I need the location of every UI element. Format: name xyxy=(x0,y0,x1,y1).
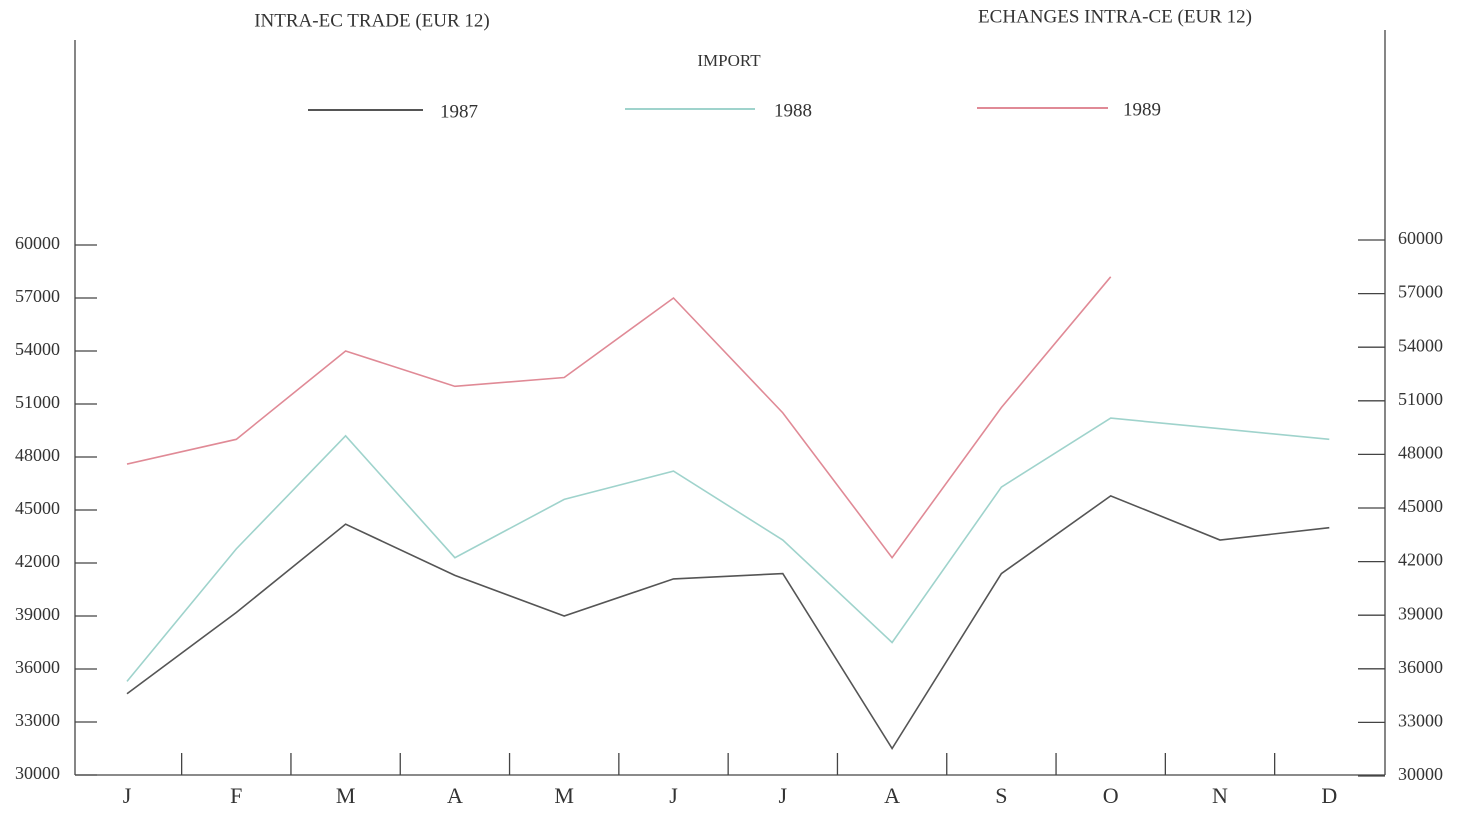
x-tick-label: D xyxy=(1321,783,1337,808)
y-tick-label: 48000 xyxy=(15,445,60,465)
y-tick-label: 45000 xyxy=(15,498,60,518)
y2-tick-label: 33000 xyxy=(1398,711,1443,731)
chart-title-right: ECHANGES INTRA-CE (EUR 12) xyxy=(978,6,1252,27)
x-tick-label: F xyxy=(230,783,242,808)
x-tick-label: N xyxy=(1212,783,1228,808)
y2-tick-label: 36000 xyxy=(1398,657,1443,677)
series-line xyxy=(126,417,1330,682)
y2-tick-label: 60000 xyxy=(1398,228,1443,248)
series-line xyxy=(126,494,1330,751)
y2-tick-label: 54000 xyxy=(1398,335,1443,355)
x-tick-label: O xyxy=(1103,783,1119,808)
x-tick-label: A xyxy=(884,783,900,808)
x-tick-label: S xyxy=(995,783,1007,808)
y-tick-label: 30000 xyxy=(15,763,60,783)
chart-title: INTRA-EC TRADE (EUR 12) xyxy=(254,10,490,31)
y2-tick-label: 45000 xyxy=(1398,496,1443,516)
y-tick-label: 54000 xyxy=(15,339,60,359)
y2-tick-label: 39000 xyxy=(1398,603,1443,623)
x-tick-label: M xyxy=(554,783,574,808)
x-tick-label: A xyxy=(447,783,463,808)
y-tick-label: 42000 xyxy=(15,551,60,571)
y2-tick-label: 30000 xyxy=(1398,764,1443,784)
y-tick-label: 57000 xyxy=(15,286,60,306)
y2-tick-label: 57000 xyxy=(1398,282,1443,302)
legend-label: 1989 xyxy=(1123,99,1161,120)
x-tick-label: M xyxy=(336,783,356,808)
subtitle: IMPORT xyxy=(697,51,761,70)
y-tick-label: 33000 xyxy=(15,710,60,730)
y2-tick-label: 48000 xyxy=(1398,443,1443,463)
x-tick-label: J xyxy=(123,783,132,808)
series-line xyxy=(126,276,1112,560)
x-tick-label: J xyxy=(669,783,678,808)
y-tick-label: 60000 xyxy=(15,233,60,253)
y2-tick-label: 51000 xyxy=(1398,389,1443,409)
legend-label: 1988 xyxy=(774,100,812,121)
x-tick-label: J xyxy=(779,783,788,808)
y-tick-label: 36000 xyxy=(15,657,60,677)
y2-tick-label: 42000 xyxy=(1398,550,1443,570)
y-tick-label: 39000 xyxy=(15,604,60,624)
y-tick-label: 51000 xyxy=(15,392,60,412)
legend-label: 1987 xyxy=(440,101,478,122)
